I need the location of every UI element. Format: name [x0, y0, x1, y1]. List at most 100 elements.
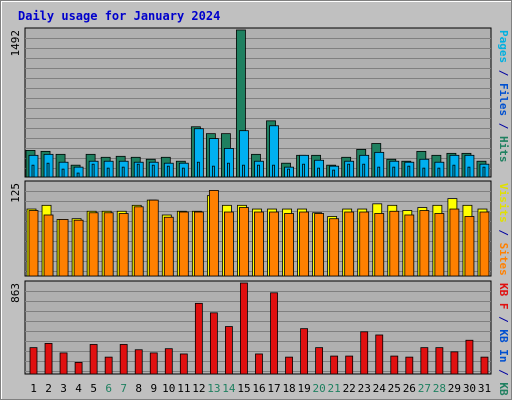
- top-pages-bar: [422, 167, 426, 178]
- bottom-kbf-bar: [44, 343, 53, 375]
- top-pages-bar: [482, 166, 486, 178]
- bottom-kbf-bar: [450, 351, 459, 375]
- x-tick-label: 28: [433, 382, 446, 395]
- x-tick-label: 31: [478, 382, 491, 395]
- top-ymax-label: 1492: [9, 30, 22, 57]
- top-pages-bar: [287, 168, 290, 178]
- bottom-kbf-bar: [480, 356, 489, 375]
- legend-part: KB In: [497, 329, 510, 362]
- x-tick-label: 6: [105, 382, 112, 395]
- top-pages-bar: [211, 165, 215, 178]
- top-pages-bar: [106, 167, 110, 178]
- legend-part: /: [497, 363, 510, 383]
- top-pages-bar: [151, 164, 155, 178]
- bottom-kbf-bar: [330, 355, 339, 375]
- top-pages-bar: [257, 164, 260, 178]
- middle-sites-bar: [299, 211, 309, 277]
- x-tick-label: 22: [343, 382, 356, 395]
- legend-part: /: [497, 310, 510, 330]
- x-tick-label: 10: [162, 382, 175, 395]
- legend-part: Visits: [497, 183, 510, 223]
- middle-sites-bar: [389, 210, 400, 277]
- bottom-kbf-bar: [375, 334, 384, 375]
- top-pages-bar: [467, 166, 471, 178]
- middle-sites-bar: [118, 213, 129, 277]
- middle-sites-bar: [464, 216, 475, 277]
- middle-sites-bar: [374, 213, 385, 277]
- bottom-kbf-bar: [360, 331, 369, 375]
- x-tick-label: 13: [207, 382, 220, 395]
- top-pages-bar: [317, 167, 321, 178]
- x-tick-label: 17: [267, 382, 280, 395]
- top-pages-bar: [227, 162, 230, 178]
- top-pages-bar: [181, 167, 185, 178]
- bottom-kbf-bar: [420, 347, 429, 375]
- top-pages-bar: [136, 163, 140, 178]
- middle-sites-bar: [28, 210, 39, 277]
- top-pages-bar: [437, 167, 441, 178]
- x-tick-label: 4: [75, 382, 82, 395]
- bottom-kbf-bar: [209, 312, 218, 375]
- bottom-kbf-bar: [179, 353, 188, 375]
- middle-sites-bar: [404, 214, 415, 277]
- bottom-kbf-bar: [164, 348, 173, 375]
- bottom-kbf-bar: [74, 362, 83, 375]
- legend-part: /: [497, 223, 510, 243]
- legend-part: KB F: [497, 283, 510, 310]
- bottom-kbf-bar: [405, 356, 414, 375]
- middle-sites-bar: [133, 206, 144, 277]
- top-pages-bar: [196, 161, 200, 178]
- middle-sites-bar: [208, 190, 219, 277]
- bottom-kbf-bar: [29, 347, 38, 375]
- bottom-kbf-bar: [104, 356, 113, 375]
- bottom-kbf-bar: [285, 356, 293, 375]
- middle-sites-bar: [163, 216, 174, 277]
- top-pages-bar: [407, 165, 411, 178]
- top-pages-bar: [452, 164, 456, 178]
- bottom-kbf-bar: [149, 352, 158, 375]
- top-series-legend: Pages / Files / Hits: [497, 30, 510, 163]
- bottom-kbf-bar: [134, 349, 143, 375]
- legend-part: Files: [497, 83, 510, 116]
- middle-sites-bar: [239, 207, 249, 277]
- x-tick-label: 30: [463, 382, 476, 395]
- x-tick-label: 18: [282, 382, 295, 395]
- middle-sites-bar: [269, 211, 279, 277]
- legend-part: Pages: [497, 30, 510, 63]
- middle-sites-bar: [434, 213, 445, 277]
- bottom-kbf-bar: [465, 339, 474, 375]
- top-pages-bar: [31, 164, 35, 178]
- x-tick-label: 16: [252, 382, 265, 395]
- top-pages-bar: [242, 164, 245, 178]
- x-tick-label: 14: [222, 382, 236, 395]
- bottom-kbf-bar: [59, 352, 68, 375]
- legend-part: /: [497, 116, 510, 136]
- x-tick-label: 23: [358, 382, 371, 395]
- middle-sites-bar: [224, 211, 234, 277]
- bottom-series-legend: KB F / KB In / KB Out: [497, 283, 510, 400]
- middle-panel: 125 Visits / Sites: [9, 180, 510, 277]
- bottom-ymax-label: 863: [9, 283, 22, 303]
- bottom-kbf-bar: [390, 355, 399, 375]
- bottom-kbf-bar: [345, 355, 354, 375]
- top-pages-bar: [302, 163, 305, 178]
- top-pages-bar: [61, 168, 65, 178]
- x-tick-label: 11: [177, 382, 190, 395]
- x-tick-label: 19: [297, 382, 310, 395]
- bottom-kbf-bar: [315, 347, 324, 375]
- bottom-kbf-bar: [89, 344, 98, 375]
- bottom-kbf-bar: [300, 328, 308, 375]
- middle-sites-bar: [359, 211, 370, 277]
- bottom-kbf-bar: [119, 344, 128, 375]
- x-tick-label: 29: [448, 382, 461, 395]
- middle-sites-bar: [329, 218, 340, 277]
- top-pages-bar: [91, 163, 95, 178]
- top-pages-bar: [347, 163, 351, 178]
- top-pages-bar: [362, 163, 366, 178]
- top-pages-bar: [121, 166, 125, 178]
- x-tick-label: 3: [60, 382, 67, 395]
- x-axis-day-labels: 1 2 3 4 5 6 7 8 9 10 11 12 13 14 15 16 17 18 19 20 21 22 23 24 2…: [30, 382, 491, 395]
- top-panel: 1492 Pages / Files / Hits: [9, 27, 510, 178]
- middle-series-legend: Visits / Sites: [497, 183, 510, 276]
